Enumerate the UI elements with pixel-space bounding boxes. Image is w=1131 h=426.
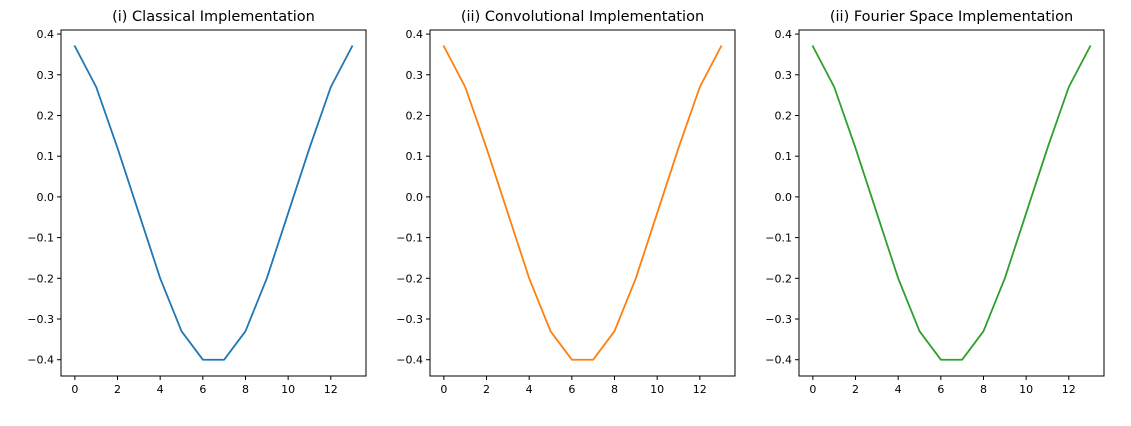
chart-title-classical: (i) Classical Implementation (112, 9, 315, 25)
y-tick-label-classical-4: 0.0 (37, 191, 55, 204)
y-tick-label-classical-5: −0.1 (27, 232, 54, 245)
y-tick-label-convolutional-5: −0.1 (396, 232, 423, 245)
x-tick-label-convolutional-5: 10 (650, 383, 664, 396)
x-tick-label-classical-5: 10 (281, 383, 295, 396)
y-tick-label-fourier-3: 0.1 (775, 150, 793, 163)
y-tick-label-fourier-4: 0.0 (775, 191, 793, 204)
x-tick-label-fourier-6: 12 (1062, 383, 1076, 396)
y-tick-label-classical-2: 0.2 (37, 109, 55, 122)
chart-title-convolutional: (ii) Convolutional Implementation (461, 9, 704, 25)
x-tick-label-fourier-2: 4 (895, 383, 902, 396)
y-tick-label-fourier-2: 0.2 (775, 109, 793, 122)
y-tick-label-convolutional-0: 0.4 (406, 28, 424, 41)
subplot-classical: (i) Classical Implementation 0 2 4 6 8 10 12 0.4… (27, 9, 366, 396)
series-line-classical (75, 46, 352, 359)
y-tick-label-fourier-5: −0.1 (765, 232, 792, 245)
subplot-fourier: (ii) Fourier Space Implementation 0 2 4 6 8 10… (765, 9, 1104, 396)
x-tick-label-fourier-4: 8 (980, 383, 987, 396)
x-tick-label-convolutional-1: 2 (483, 383, 490, 396)
y-tick-label-convolutional-2: 0.2 (406, 109, 424, 122)
y-tick-label-fourier-8: −0.4 (765, 354, 792, 367)
x-tick-label-fourier-3: 6 (937, 383, 944, 396)
x-tick-label-convolutional-6: 12 (693, 383, 707, 396)
x-tick-label-classical-0: 0 (71, 383, 78, 396)
x-tick-label-convolutional-4: 8 (611, 383, 618, 396)
y-tick-label-fourier-7: −0.3 (765, 313, 792, 326)
y-tick-label-convolutional-3: 0.1 (406, 150, 424, 163)
y-tick-label-classical-8: −0.4 (27, 354, 54, 367)
y-tick-label-convolutional-7: −0.3 (396, 313, 423, 326)
series-line-fourier (813, 46, 1090, 359)
y-tick-label-convolutional-8: −0.4 (396, 354, 423, 367)
y-tick-label-classical-0: 0.4 (37, 28, 55, 41)
y-tick-label-convolutional-1: 0.3 (406, 69, 424, 82)
axes-frame-convolutional (430, 30, 735, 376)
subplot-convolutional: (ii) Convolutional Implementation 0 2 4 6 8 10… (396, 9, 735, 396)
y-tick-label-classical-7: −0.3 (27, 313, 54, 326)
x-tick-label-classical-2: 4 (157, 383, 164, 396)
axes-frame-fourier (799, 30, 1104, 376)
x-tick-label-fourier-0: 0 (809, 383, 816, 396)
x-tick-label-fourier-1: 2 (852, 383, 859, 396)
x-tick-label-convolutional-2: 4 (526, 383, 533, 396)
axes-frame-classical (61, 30, 366, 376)
y-tick-label-classical-1: 0.3 (37, 69, 55, 82)
series-line-convolutional (444, 46, 721, 359)
x-tick-label-classical-6: 12 (324, 383, 338, 396)
y-tick-label-fourier-0: 0.4 (775, 28, 793, 41)
y-tick-label-fourier-6: −0.2 (765, 272, 792, 285)
y-tick-label-convolutional-4: 0.0 (406, 191, 424, 204)
x-tick-label-fourier-5: 10 (1019, 383, 1033, 396)
y-tick-label-classical-3: 0.1 (37, 150, 55, 163)
y-tick-label-classical-6: −0.2 (27, 272, 54, 285)
x-tick-label-convolutional-3: 6 (568, 383, 575, 396)
chart-title-fourier: (ii) Fourier Space Implementation (830, 9, 1073, 25)
y-tick-label-convolutional-6: −0.2 (396, 272, 423, 285)
x-tick-label-convolutional-0: 0 (440, 383, 447, 396)
x-tick-label-classical-1: 2 (114, 383, 121, 396)
x-tick-label-classical-4: 8 (242, 383, 249, 396)
x-tick-label-classical-3: 6 (199, 383, 206, 396)
y-tick-label-fourier-1: 0.3 (775, 69, 793, 82)
